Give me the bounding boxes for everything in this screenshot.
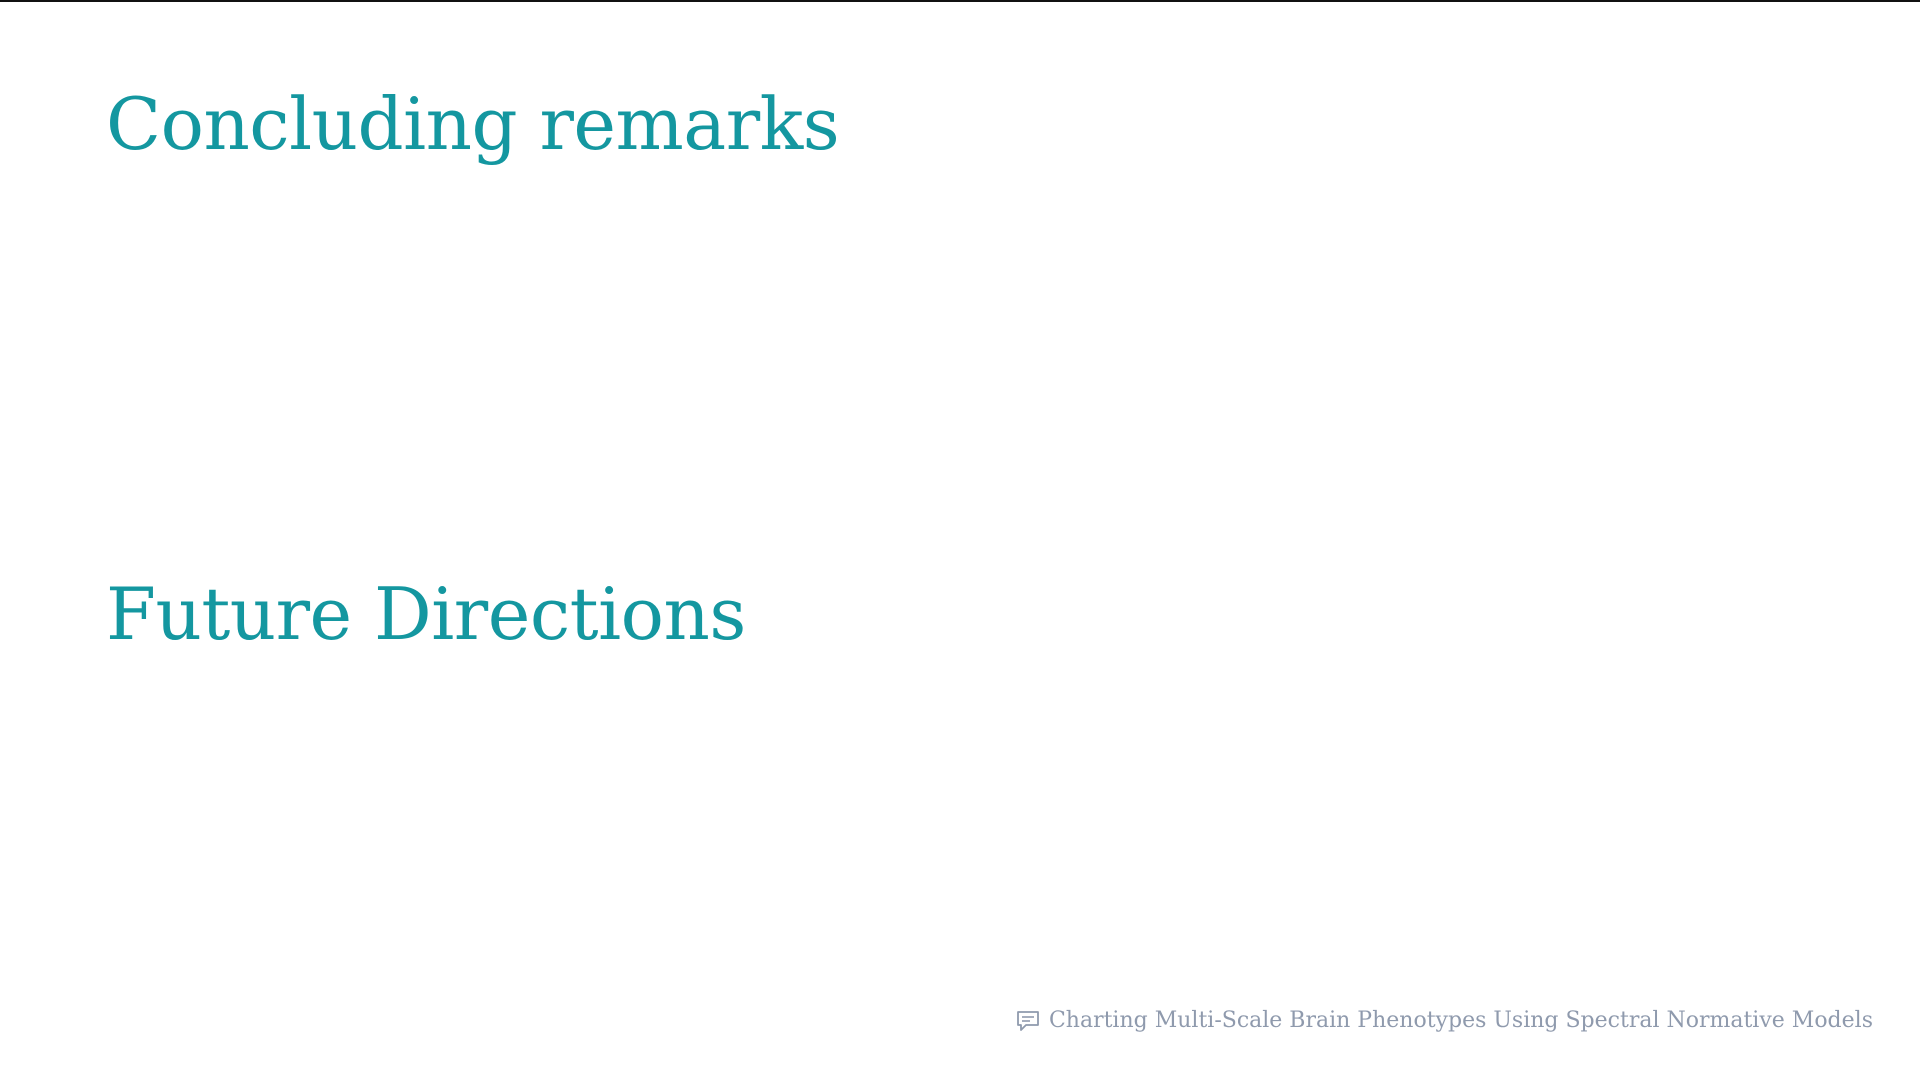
heading-concluding-remarks: Concluding remarks — [106, 82, 840, 166]
speech-bubble-icon — [1015, 1009, 1041, 1033]
heading-future-directions: Future Directions — [106, 572, 746, 656]
footer-presentation-title: Charting Multi-Scale Brain Phenotypes Us… — [1048, 1008, 1873, 1033]
slide-footer: Charting Multi-Scale Brain Phenotypes Us… — [1015, 1008, 1873, 1033]
